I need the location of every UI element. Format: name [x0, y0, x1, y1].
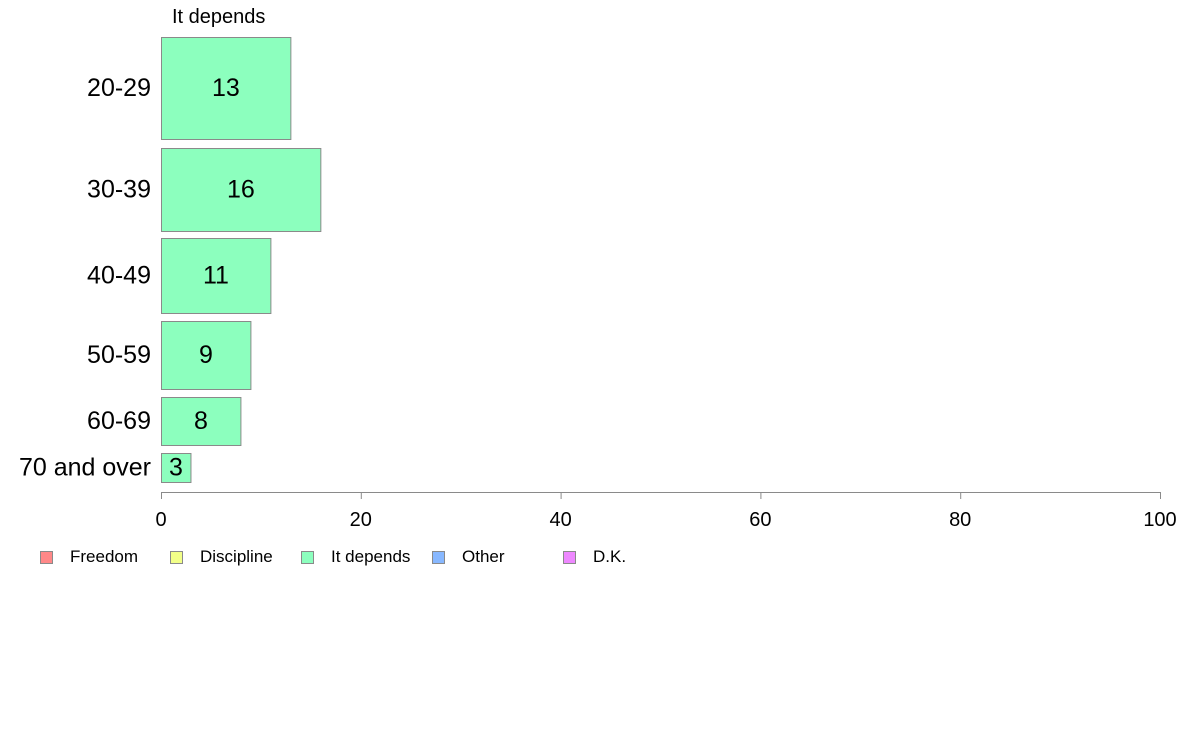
legend-swatch-discipline	[170, 550, 183, 564]
legend-item-it-depends: It depends	[301, 547, 411, 566]
value-label-50-59: 9	[199, 341, 213, 369]
category-label-40-49: 40-49	[87, 262, 151, 290]
legend-swatch-other	[432, 550, 445, 564]
panel-title: It depends	[172, 6, 265, 28]
bar-70-and-over	[161, 453, 192, 483]
legend-label-it-depends: It depends	[331, 547, 411, 566]
category-label-20-29: 20-29	[87, 74, 151, 102]
x-tick-label-80: 80	[949, 509, 971, 531]
value-label-20-29: 13	[212, 74, 240, 102]
x-tick-label-20: 20	[350, 509, 372, 531]
legend-label-dk: D.K.	[593, 547, 627, 566]
legend-item-freedom: Freedom	[40, 547, 139, 566]
bar-60-69	[161, 397, 242, 446]
category-label-70-and-over: 70 and over	[19, 454, 151, 482]
legend-swatch-it-depends	[301, 550, 314, 564]
value-label-70-and-over: 3	[169, 454, 183, 482]
value-label-40-49: 11	[203, 262, 229, 290]
legend-swatch-freedom	[40, 550, 53, 564]
legend-label-other: Other	[462, 547, 505, 566]
x-axis: 0 20 40 60 80 100	[155, 492, 1177, 531]
value-labels: 13 16 11 9 83	[169, 74, 255, 482]
bar-chart: It depends 20-29 30-39 40-49 50-59 60-69 70 a…	[19, 6, 1177, 531]
x-tick-label-100: 100	[1143, 509, 1176, 531]
legend-item-dk: D.K.	[563, 547, 627, 566]
value-label-60-69: 8	[194, 407, 208, 435]
legend-label-discipline: Discipline	[200, 547, 273, 566]
legend-item-discipline: Discipline	[170, 547, 273, 566]
bar-50-59	[161, 321, 252, 390]
legend-swatch-dk	[563, 550, 576, 564]
category-label-50-59: 50-59	[87, 341, 151, 369]
bar-30-39	[161, 148, 322, 232]
x-tick-label-0: 0	[155, 509, 166, 531]
bar-20-29	[161, 37, 292, 140]
x-tick-label-60: 60	[749, 509, 771, 531]
legend-label-freedom: Freedom	[70, 547, 139, 566]
bars-group	[161, 37, 322, 483]
category-labels: 20-29 30-39 40-49 50-59 60-69 70 and over	[19, 74, 151, 482]
category-label-60-69: 60-69	[87, 407, 151, 435]
x-tick-label-40: 40	[549, 509, 571, 531]
category-label-30-39: 30-39	[87, 176, 151, 204]
value-label-30-39: 16	[227, 176, 255, 204]
bar-40-49	[161, 238, 272, 314]
legend: Freedom Discipline It depends Other D.K.	[40, 547, 740, 566]
legend-item-other: Other	[432, 547, 505, 566]
